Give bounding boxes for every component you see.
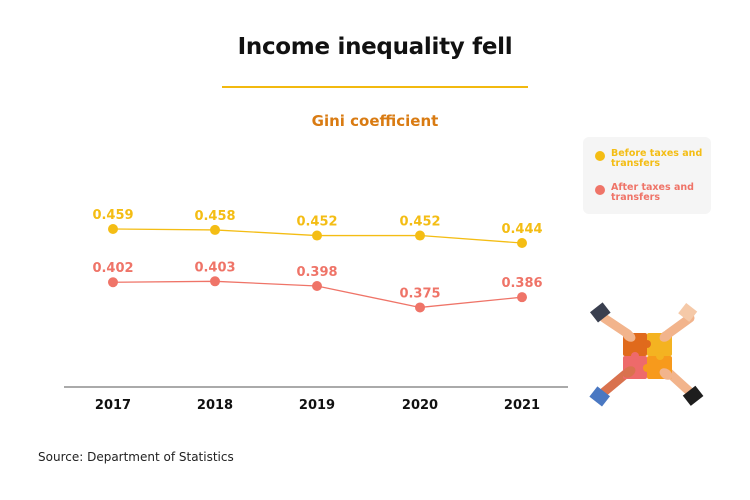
data-point-after-2019 (312, 280, 322, 291)
x-tick-label-2018: 2018 (197, 398, 233, 413)
x-tick-label-2017: 2017 (95, 398, 131, 413)
data-point-after-2018 (210, 276, 220, 287)
data-label-after-2019: 0.398 (296, 265, 337, 280)
data-point-before-2020 (415, 230, 425, 241)
data-label-after-2018: 0.403 (194, 260, 235, 275)
data-point-before-2019 (312, 230, 322, 241)
chart-title: Income inequality fell (237, 34, 513, 60)
data-point-before-2017 (108, 224, 118, 234)
data-label-before-2019: 0.452 (296, 215, 337, 230)
data-point-before-2018 (210, 224, 220, 235)
legend-label-after: After taxes and transfers (611, 182, 694, 203)
x-tick-labels: 2017 2018 2019 2020 2021 (95, 398, 540, 413)
data-label-after-2020: 0.375 (399, 286, 440, 301)
data-label-before-2021: 0.444 (501, 222, 542, 237)
chart-legend: Before taxes and transfers After taxes a… (583, 137, 711, 214)
x-tick-label-2021: 2021 (504, 398, 540, 413)
data-label-before-2017: 0.459 (92, 208, 133, 223)
source-note: Source: Department of Statistics (38, 450, 234, 464)
legend-label-before: Before taxes and transfers (611, 148, 703, 169)
data-point-after-2017 (108, 277, 118, 288)
data-label-after-2017: 0.402 (92, 261, 133, 276)
legend-dot-after (595, 185, 605, 195)
legend-dot-before (595, 151, 605, 161)
legend-item-before: Before taxes and transfers (595, 149, 711, 169)
x-tick-label-2019: 2019 (299, 398, 335, 413)
data-label-after-2021: 0.386 (501, 276, 542, 291)
series-layer: 0.459 0.458 0.452 0.452 0.444 0.402 0.403 0.398… (92, 208, 543, 313)
data-label-before-2018: 0.458 (194, 209, 235, 224)
legend-item-after: After taxes and transfers (595, 183, 711, 203)
title-underline (222, 86, 528, 88)
chart-subtitle: Gini coefficient (311, 112, 439, 130)
data-point-before-2021 (517, 238, 527, 249)
data-label-before-2020: 0.452 (399, 215, 440, 230)
hands-puzzle-illustration (589, 302, 704, 407)
data-point-after-2020 (415, 302, 425, 313)
x-tick-label-2020: 2020 (402, 398, 438, 413)
data-point-after-2021 (517, 292, 527, 303)
